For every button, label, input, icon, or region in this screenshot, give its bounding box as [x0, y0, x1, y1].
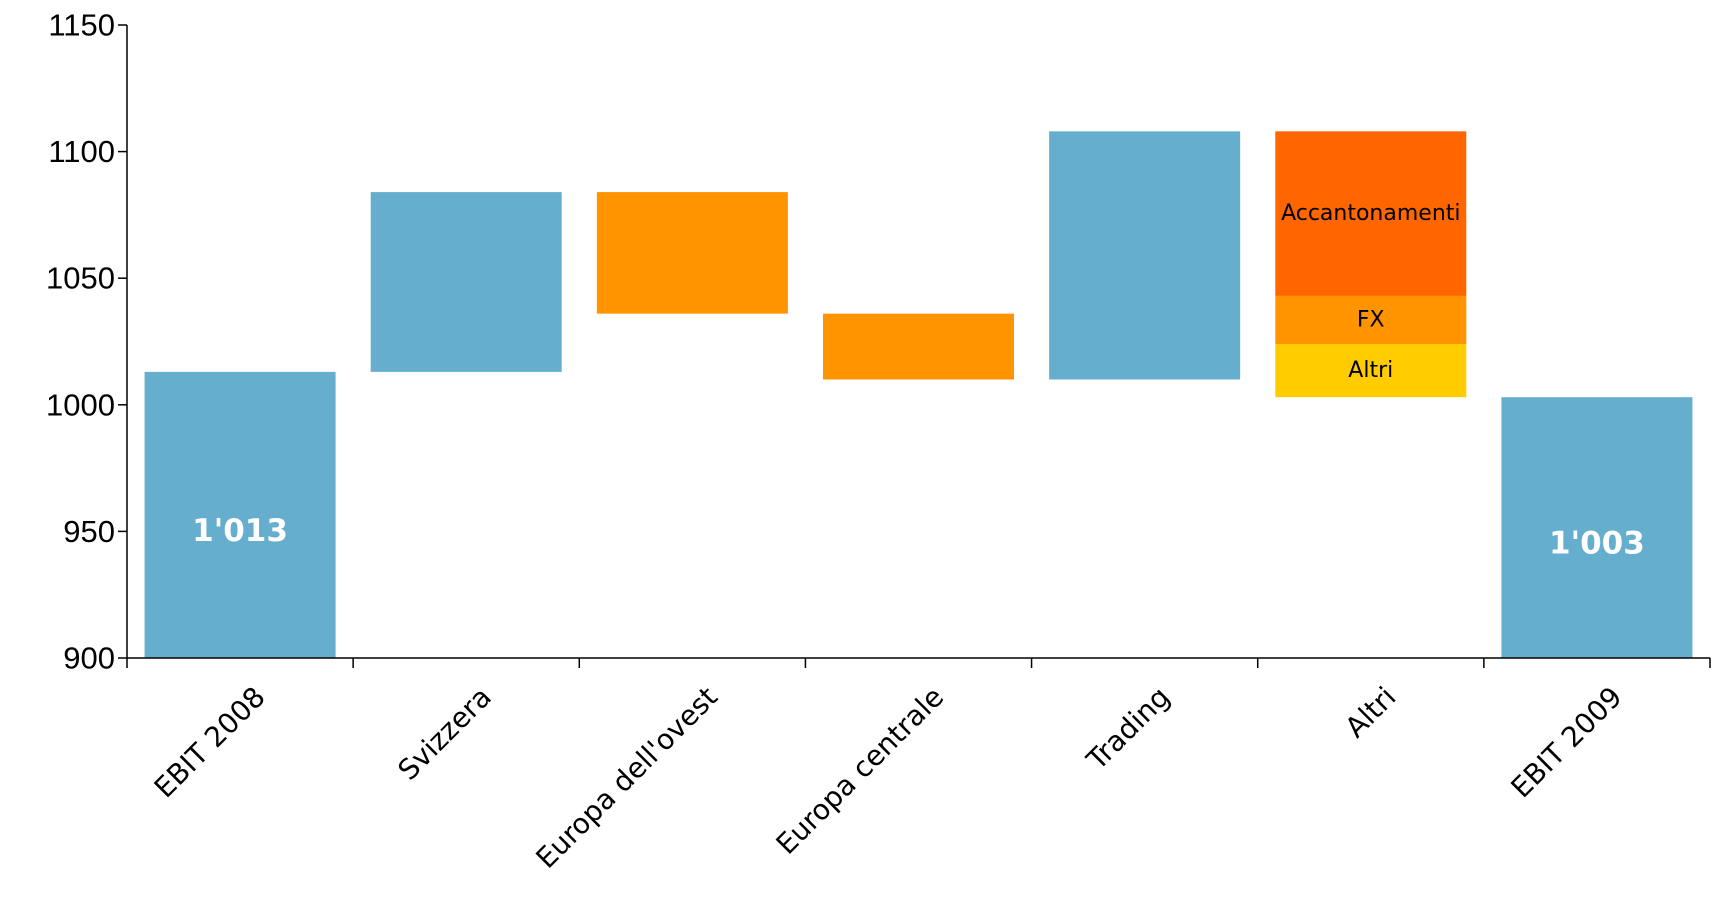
y-tick-label-1000: 1000 — [46, 387, 115, 422]
x-tick-label-europa-dell-ovest: Europa dell'ovest — [530, 680, 725, 875]
y-tick-label-1050: 1050 — [46, 261, 115, 296]
data-label-ebit-2009: 1'003 — [1549, 526, 1645, 562]
bar-trading — [1049, 131, 1241, 380]
y-tick-label-950: 950 — [63, 514, 115, 549]
bar-europa-dell-ovest — [596, 192, 788, 314]
bar-ebit-2008 — [144, 371, 336, 658]
x-tick-label-svizzera: Svizzera — [392, 680, 498, 786]
data-label-ebit-2008: 1'013 — [192, 513, 288, 549]
bars-layer — [144, 131, 1693, 658]
bar-altri-segment-accantonamenti — [1275, 131, 1467, 296]
x-tick-label-ebit-2008: EBIT 2008 — [148, 680, 272, 804]
x-tick-label-ebit-2009: EBIT 2009 — [1505, 680, 1629, 804]
bar-altri-segment-altri — [1275, 344, 1467, 398]
y-tick-label-900: 900 — [63, 641, 115, 676]
y-tick-label-1100: 1100 — [48, 134, 115, 169]
segment-label-fx: FX — [1357, 307, 1385, 332]
bar-altri-segment-fx — [1275, 295, 1467, 345]
bar-svizzera — [370, 192, 562, 372]
x-tick-label-altri: Altri — [1339, 680, 1403, 744]
bar-europa-centrale — [823, 313, 1014, 380]
x-tick-label-trading: Trading — [1080, 680, 1177, 777]
labels-layer: 1'013 Accantonamenti FX Altri 1'003 — [192, 201, 1645, 561]
bar-ebit-2009 — [1501, 397, 1693, 658]
x-tick-label-europa-centrale: Europa centrale — [770, 680, 951, 861]
segment-label-altri: Altri — [1348, 358, 1393, 383]
segment-label-accantonamenti: Accantonamenti — [1281, 201, 1460, 226]
y-tick-label-1150: 1150 — [48, 8, 115, 43]
